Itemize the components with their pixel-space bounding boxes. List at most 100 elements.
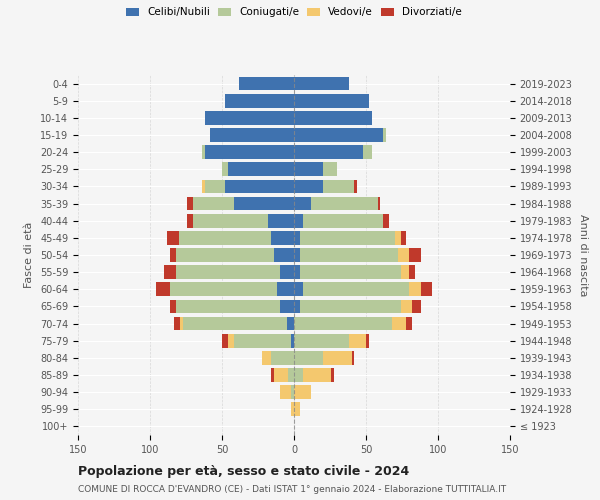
Bar xyxy=(280,266,294,279)
Bar xyxy=(205,146,294,159)
Bar xyxy=(164,266,176,279)
Bar xyxy=(302,214,383,228)
Bar xyxy=(294,111,372,124)
Bar xyxy=(271,368,274,382)
Bar xyxy=(180,316,183,330)
Bar xyxy=(187,196,193,210)
Bar xyxy=(294,231,300,244)
Bar xyxy=(277,282,294,296)
Text: COMUNE DI ROCCA D'EVANDRO (CE) - Dati ISTAT 1° gennaio 2024 - Elaborazione TUTTI: COMUNE DI ROCCA D'EVANDRO (CE) - Dati IS… xyxy=(78,485,506,494)
Bar xyxy=(331,368,334,382)
Bar xyxy=(225,94,294,108)
Bar xyxy=(412,300,421,314)
Bar xyxy=(294,386,311,399)
Bar xyxy=(205,180,225,194)
Bar xyxy=(352,351,355,364)
Bar xyxy=(294,76,349,90)
Bar xyxy=(401,231,406,244)
Bar xyxy=(233,334,291,347)
Bar xyxy=(280,386,291,399)
Bar xyxy=(294,162,323,176)
Bar xyxy=(193,214,268,228)
Bar xyxy=(183,316,287,330)
Bar xyxy=(205,111,294,124)
Bar xyxy=(193,196,233,210)
Text: Popolazione per età, sesso e stato civile - 2024: Popolazione per età, sesso e stato civil… xyxy=(78,465,409,478)
Bar xyxy=(401,300,412,314)
Bar xyxy=(294,316,392,330)
Bar xyxy=(274,248,294,262)
Bar xyxy=(294,300,300,314)
Bar xyxy=(294,351,323,364)
Bar xyxy=(211,128,294,142)
Bar xyxy=(355,180,358,194)
Y-axis label: Anni di nascita: Anni di nascita xyxy=(578,214,588,296)
Bar xyxy=(294,368,302,382)
Bar xyxy=(377,196,380,210)
Bar xyxy=(280,300,294,314)
Bar xyxy=(176,266,280,279)
Legend: Celibi/Nubili, Coniugati/e, Vedovi/e, Divorziati/e: Celibi/Nubili, Coniugati/e, Vedovi/e, Di… xyxy=(124,5,464,20)
Bar xyxy=(323,162,337,176)
Bar xyxy=(383,214,389,228)
Bar xyxy=(392,316,406,330)
Bar xyxy=(395,231,401,244)
Bar xyxy=(239,76,294,90)
Bar xyxy=(409,266,415,279)
Bar xyxy=(288,368,294,382)
Bar xyxy=(294,180,323,194)
Bar xyxy=(170,248,176,262)
Bar xyxy=(167,231,179,244)
Bar xyxy=(406,316,412,330)
Bar xyxy=(262,351,271,364)
Bar xyxy=(300,266,401,279)
Bar xyxy=(271,351,294,364)
Bar xyxy=(228,334,233,347)
Bar xyxy=(421,282,432,296)
Bar xyxy=(300,300,401,314)
Y-axis label: Fasce di età: Fasce di età xyxy=(25,222,34,288)
Bar xyxy=(176,248,274,262)
Bar xyxy=(271,231,294,244)
Bar xyxy=(294,196,311,210)
Bar xyxy=(222,334,228,347)
Bar xyxy=(383,128,386,142)
Bar xyxy=(233,196,294,210)
Bar xyxy=(294,282,302,296)
Bar xyxy=(287,316,294,330)
Bar xyxy=(323,180,355,194)
Bar xyxy=(363,146,372,159)
Bar xyxy=(179,231,271,244)
Bar xyxy=(302,368,331,382)
Bar xyxy=(323,351,352,364)
Bar xyxy=(294,402,300,416)
Bar xyxy=(349,334,366,347)
Bar xyxy=(294,94,369,108)
Bar xyxy=(202,146,205,159)
Bar xyxy=(398,248,409,262)
Bar xyxy=(291,386,294,399)
Bar xyxy=(176,300,280,314)
Bar xyxy=(175,316,180,330)
Bar xyxy=(311,196,377,210)
Bar xyxy=(291,402,294,416)
Bar xyxy=(187,214,193,228)
Bar xyxy=(409,248,421,262)
Bar xyxy=(302,282,409,296)
Bar xyxy=(294,214,302,228)
Bar xyxy=(228,162,294,176)
Bar xyxy=(294,146,363,159)
Bar xyxy=(291,334,294,347)
Bar xyxy=(170,282,277,296)
Bar xyxy=(274,368,288,382)
Bar xyxy=(222,162,228,176)
Bar xyxy=(401,266,409,279)
Bar xyxy=(202,180,205,194)
Bar xyxy=(294,248,300,262)
Bar xyxy=(225,180,294,194)
Bar xyxy=(300,231,395,244)
Bar xyxy=(294,128,383,142)
Bar xyxy=(300,248,398,262)
Bar xyxy=(294,334,349,347)
Bar xyxy=(268,214,294,228)
